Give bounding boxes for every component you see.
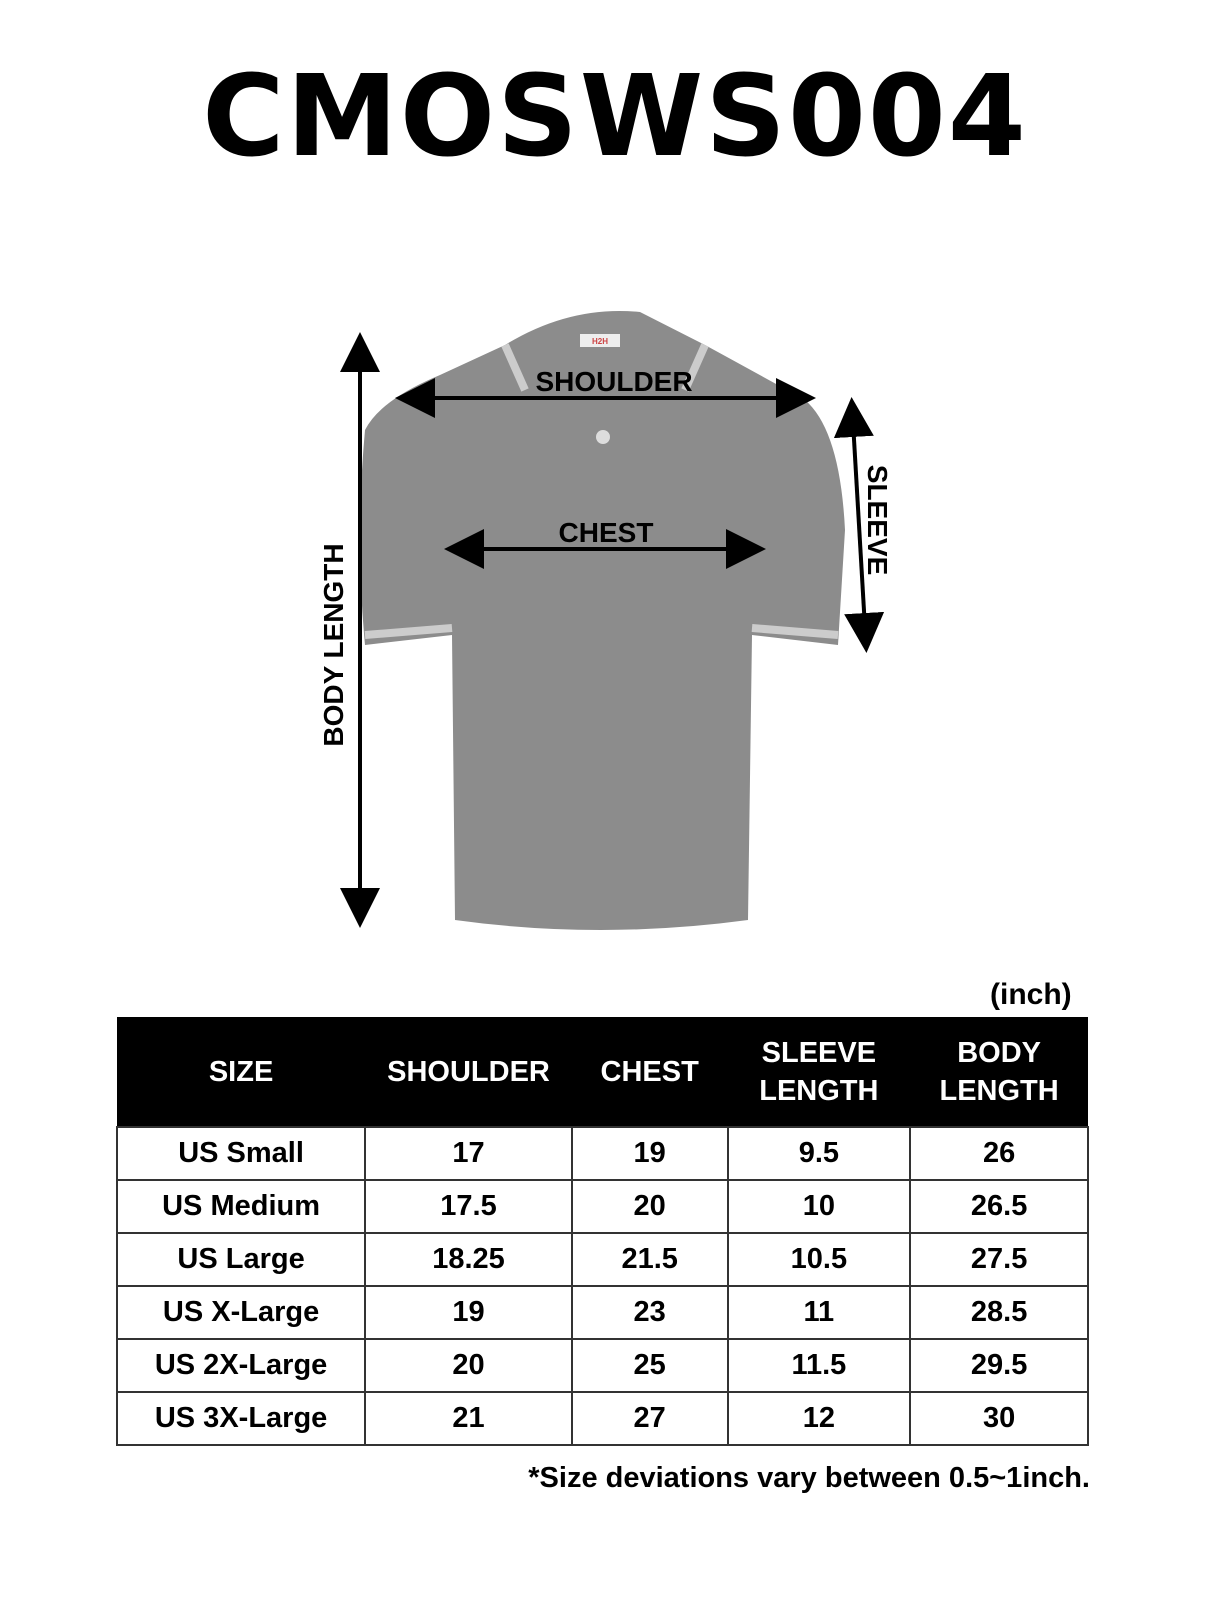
table-cell: US X-Large bbox=[115, 1285, 367, 1340]
column-header: SIZE bbox=[117, 1017, 366, 1127]
product-title: CMOSWS004 bbox=[202, 52, 1028, 182]
table-cell: 29.5 bbox=[909, 1338, 1089, 1393]
table-cell: 27.5 bbox=[909, 1232, 1089, 1287]
brand-tag-text: H2H bbox=[592, 337, 608, 346]
table-cell: 12 bbox=[726, 1391, 912, 1446]
column-header: CHEST bbox=[571, 1017, 728, 1127]
table-cell: 18.25 bbox=[364, 1232, 573, 1287]
table-cell: US 2X-Large bbox=[115, 1338, 367, 1393]
sleeve-label: SLEEVE bbox=[862, 465, 893, 575]
column-header: BODY LENGTH bbox=[910, 1017, 1088, 1127]
table-cell: 25 bbox=[570, 1338, 729, 1393]
table-row: US X-Large 19 23 11 28.5 bbox=[115, 1285, 1089, 1340]
shoulder-label: SHOULDER bbox=[535, 366, 692, 397]
shirt-diagram: H2H SHOULDER CHEST SLEEVE BODY LENGTH bbox=[318, 310, 893, 930]
unit-label: (inch) bbox=[990, 978, 1072, 1011]
table-cell: 10 bbox=[726, 1179, 912, 1234]
table-row: US Small 17 19 9.5 26 bbox=[115, 1126, 1089, 1181]
column-header: SHOULDER bbox=[365, 1017, 572, 1127]
table-cell: 19 bbox=[364, 1285, 573, 1340]
table-cell: 30 bbox=[909, 1391, 1089, 1446]
table-cell: 9.5 bbox=[726, 1126, 912, 1181]
table-cell: 17.5 bbox=[364, 1179, 573, 1234]
table-cell: US 3X-Large bbox=[115, 1391, 367, 1446]
table-cell: 26 bbox=[909, 1126, 1089, 1181]
table-cell: 21.5 bbox=[570, 1232, 729, 1287]
button-icon bbox=[596, 430, 610, 444]
table-cell: 20 bbox=[364, 1338, 573, 1393]
table-cell: 17 bbox=[364, 1126, 573, 1181]
table-cell: US Large bbox=[115, 1232, 367, 1287]
table-cell: US Medium bbox=[115, 1179, 367, 1234]
column-header: SLEEVE LENGTH bbox=[727, 1017, 911, 1127]
chest-label: CHEST bbox=[559, 517, 654, 548]
brand-tag bbox=[580, 334, 620, 347]
sleeve-arrow bbox=[833, 397, 885, 653]
table-row: US 2X-Large 20 25 11.5 29.5 bbox=[115, 1338, 1089, 1393]
table-row: US 3X-Large 21 27 12 30 bbox=[115, 1391, 1089, 1446]
table-cell: 11 bbox=[726, 1285, 912, 1340]
table-cell: 28.5 bbox=[909, 1285, 1089, 1340]
table-cell: 11.5 bbox=[726, 1338, 912, 1393]
size-note: *Size deviations vary between 0.5~1inch. bbox=[528, 1462, 1090, 1494]
body-length-label: BODY LENGTH bbox=[318, 543, 349, 746]
table-cell: 10.5 bbox=[726, 1232, 912, 1287]
table-cell: 21 bbox=[364, 1391, 573, 1446]
table-row: US Large 18.25 21.5 10.5 27.5 bbox=[115, 1232, 1089, 1287]
table-cell: 20 bbox=[570, 1179, 729, 1234]
table-cell: 19 bbox=[570, 1126, 729, 1181]
table-cell: 26.5 bbox=[909, 1179, 1089, 1234]
table-cell: US Small bbox=[115, 1126, 367, 1181]
table-cell: 23 bbox=[570, 1285, 729, 1340]
polo-shirt-image bbox=[360, 310, 845, 930]
table-row: US Medium 17.5 20 10 26.5 bbox=[115, 1179, 1089, 1234]
table-cell: 27 bbox=[570, 1391, 729, 1446]
size-table: SIZE SHOULDER CHEST SLEEVE LENGTH BODY LENGT… bbox=[115, 1017, 1089, 1446]
